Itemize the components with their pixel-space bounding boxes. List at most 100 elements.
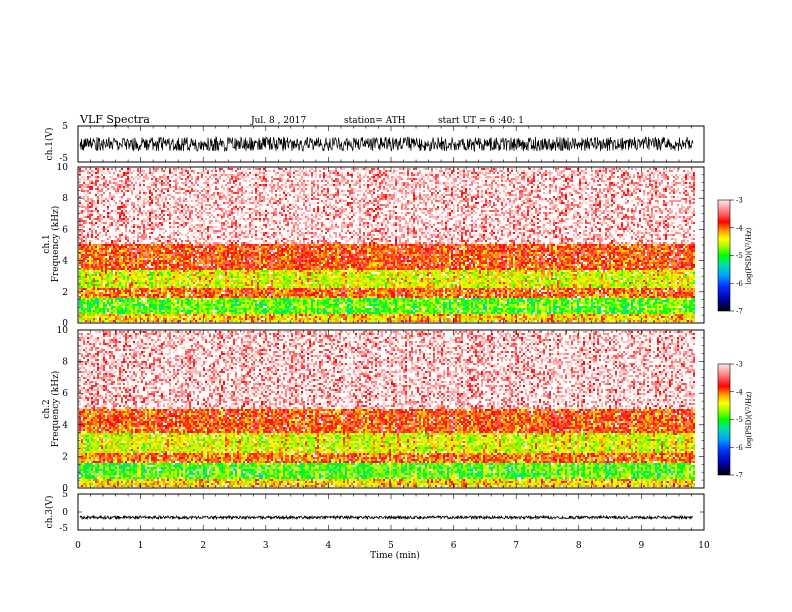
ch1-spectrogram-cell	[83, 184, 85, 186]
ch1-spectrogram-cell	[405, 200, 407, 202]
ch1-spectrogram-cell	[525, 170, 527, 172]
ch1-spectrogram-cell	[139, 198, 141, 200]
ch1-spectrogram-cell	[211, 168, 213, 170]
ch1-spectrogram-cell	[497, 184, 499, 186]
ch1-spectrogram-cell	[377, 178, 379, 180]
ch1-spectrogram-cell	[523, 192, 525, 194]
ch1-spectrogram-cell	[117, 184, 119, 186]
ch1-spectrogram-cell	[685, 198, 687, 200]
ch1-spectrogram-cell	[327, 198, 329, 200]
ch1-spectrogram-cell	[299, 200, 301, 202]
ch1-spectrogram-cell	[433, 176, 435, 178]
ch1-spectrogram-cell	[633, 188, 635, 190]
ch1-spectrogram-cell	[571, 180, 573, 182]
ch1-spectrogram-cell	[235, 192, 237, 194]
ch1-spectrogram-cell	[233, 180, 235, 182]
ch1-spectrogram-cell	[209, 186, 211, 188]
ch1-spectrogram-cell	[609, 170, 611, 172]
ch1-spectrogram-cell	[97, 172, 99, 174]
ch1-spectrogram-cell	[387, 196, 389, 198]
ch1-spectrogram-cell	[645, 176, 647, 178]
ch1-spectrogram-cell	[211, 182, 213, 184]
ch1-spectrogram-cell	[293, 170, 295, 172]
ch1-spectrogram-cell	[231, 174, 233, 176]
ch1-spectrogram-cell	[649, 188, 651, 190]
ch1-spectrogram-cell	[361, 170, 363, 172]
ch1-spectrogram-cell	[167, 178, 169, 180]
ch1-spectrogram-cell	[663, 196, 665, 198]
ch1-spectrogram-cell	[645, 184, 647, 186]
ch1-spectrogram-cell	[81, 186, 83, 188]
ch1-spectrogram-cell	[549, 170, 551, 172]
ch1-spectrogram-cell	[507, 190, 509, 192]
ch1-spectrogram-cell	[629, 190, 631, 192]
ch1-spectrogram-cell	[409, 168, 411, 170]
ch1-spectrogram-cell	[469, 188, 471, 190]
ch1-spectrogram-cell	[177, 174, 179, 176]
ch1-spectrogram-cell	[511, 200, 513, 202]
ch1-spectrogram-cell	[429, 170, 431, 172]
ch1-spectrogram-cell	[633, 182, 635, 184]
ch1-spectrogram-cell	[365, 182, 367, 184]
ch1-spectrogram-cell	[239, 182, 241, 184]
ch1-spectrogram-cell	[521, 184, 523, 186]
ch1-spectrogram-cell	[643, 178, 645, 180]
ch1-spectrogram-cell	[419, 192, 421, 194]
ch1-spectrogram-cell	[299, 172, 301, 174]
ch1-spectrogram-cell	[663, 188, 665, 190]
ch1-spectrogram-cell	[295, 168, 297, 170]
ch1-spectrogram-cell	[477, 190, 479, 192]
ch1-spectrogram-cell	[365, 174, 367, 176]
ch1-spectrogram-cell	[295, 200, 297, 202]
ch1-spectrogram-cell	[161, 192, 163, 194]
ch1-spectrogram-cell	[459, 176, 461, 178]
ch1-spectrogram-cell	[515, 194, 517, 196]
ch1-spectrogram-cell	[591, 188, 593, 190]
ch1-spectrogram-cell	[135, 184, 137, 186]
ch1-spectrogram-cell	[155, 176, 157, 178]
ch1-spectrogram-cell	[489, 198, 491, 200]
ch1-spectrogram-cell	[393, 198, 395, 200]
ch1-spectrogram-cell	[79, 186, 81, 188]
ch1-spectrogram-cell	[693, 192, 695, 194]
ch1-spectrogram-cell	[145, 178, 147, 180]
ch1-spectrogram-cell	[247, 200, 249, 202]
ch1-spectrogram-cell	[379, 200, 381, 202]
ch1-spectrogram-cell	[359, 172, 361, 174]
ch1-spectrogram-cell	[233, 184, 235, 186]
ch1-spectrogram-cell	[635, 190, 637, 192]
ch1-spectrogram-cell	[591, 170, 593, 172]
ch1-spectrogram-cell	[655, 168, 657, 170]
ch1-spectrogram-cell	[327, 192, 329, 194]
ch1-spectrogram-cell	[163, 174, 165, 176]
ch1-spectrogram-cell	[423, 186, 425, 188]
ch1-spectrogram-cell	[473, 200, 475, 202]
ch1-spectrogram-cell	[357, 188, 359, 190]
ch1-spectrogram-cell	[199, 186, 201, 188]
ch1-spectrogram-cell	[617, 172, 619, 174]
ch1-spectrogram-cell	[489, 190, 491, 192]
ch1-spectrogram-cell	[495, 170, 497, 172]
ch1-spectrogram-cell	[623, 172, 625, 174]
ch1-spectrogram-cell	[143, 176, 145, 178]
ch1-spectrogram-cell	[137, 200, 139, 202]
ch1-spectrogram-cell	[95, 188, 97, 190]
ch1-spectrogram-cell	[409, 190, 411, 192]
ch1-spectrogram-cell	[555, 170, 557, 172]
ch1-spectrogram-cell	[195, 168, 197, 170]
ch1-spectrogram-cell	[403, 182, 405, 184]
ch1-spectrogram-cell	[383, 172, 385, 174]
ch1-spectrogram-cell	[299, 198, 301, 200]
ch1-spectrogram-cell	[609, 188, 611, 190]
ch1-spectrogram-cell	[609, 168, 611, 170]
ch1-spectrogram-cell	[263, 190, 265, 192]
ch1-spectrogram-cell	[593, 180, 595, 182]
ch1-spectrogram-cell	[341, 184, 343, 186]
ch1-spectrogram-cell	[551, 184, 553, 186]
ch1-spectrogram-cell	[645, 186, 647, 188]
ch1-spectrogram-cell	[669, 190, 671, 192]
ch1-spectrogram-cell	[693, 176, 695, 178]
ch1-spectrogram-cell	[87, 196, 89, 198]
ch1-spectrogram-cell	[207, 190, 209, 192]
ch1-spectrogram-cell	[243, 174, 245, 176]
